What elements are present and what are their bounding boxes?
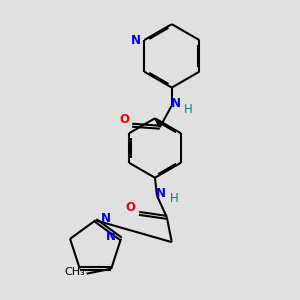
Text: N: N — [156, 187, 166, 200]
Text: H: H — [184, 103, 193, 116]
Text: N: N — [100, 212, 110, 225]
Text: N: N — [130, 34, 140, 46]
Text: O: O — [125, 201, 135, 214]
Text: N: N — [106, 230, 116, 243]
Text: O: O — [119, 113, 129, 126]
Text: N: N — [171, 97, 181, 110]
Text: H: H — [169, 192, 178, 205]
Text: CH₃: CH₃ — [64, 267, 85, 277]
